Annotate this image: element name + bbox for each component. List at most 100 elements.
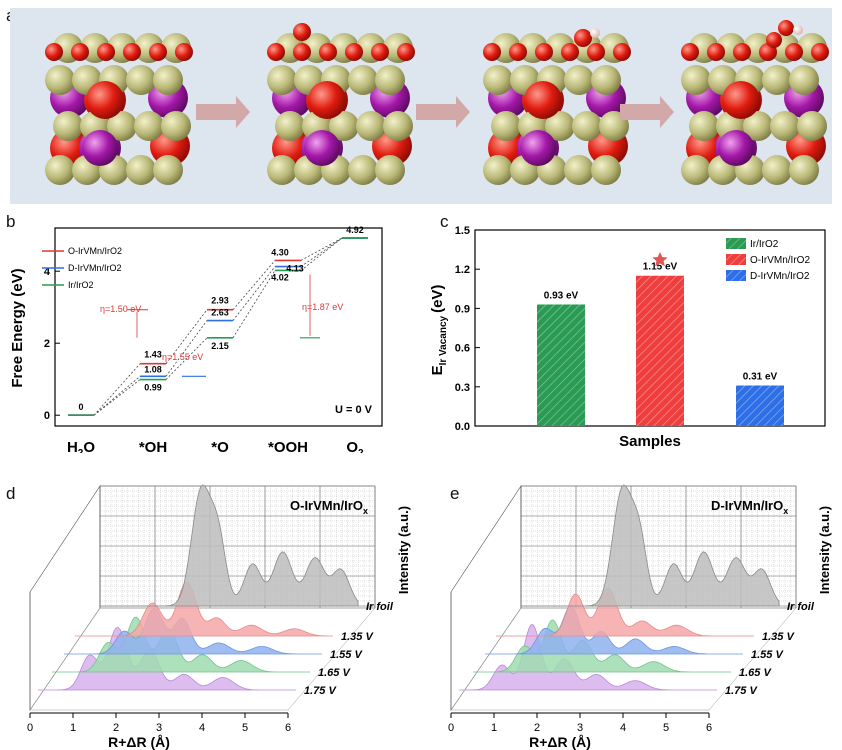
energy-value-label: 2.15 — [211, 341, 229, 351]
spectrum-area — [458, 624, 717, 691]
spectrum-area — [52, 616, 310, 673]
connector-line — [232, 270, 276, 339]
arrow-2 — [416, 96, 470, 128]
legend-swatch — [726, 238, 746, 249]
x-tick-label: 4 — [620, 722, 626, 734]
spectrum-area — [75, 581, 333, 637]
bar-value-label: 1.15 eV — [643, 262, 678, 273]
energy-value-label: 0 — [78, 402, 83, 412]
series-label: 1.75 V — [304, 685, 337, 697]
x-axis-label-c: Samples — [619, 433, 681, 450]
x-tick-label: 2 — [113, 722, 119, 734]
energy-value-label: 1.08 — [144, 364, 162, 374]
series-label: 1.65 V — [739, 667, 772, 679]
energy-value-label: 4.02 — [271, 272, 289, 282]
series-label: 1.75 V — [725, 685, 758, 697]
x-tick-label: 2 — [534, 722, 540, 734]
connector-line — [165, 320, 208, 377]
vacancy-bar — [636, 275, 684, 426]
y-tick-label: 1.2 — [455, 264, 470, 276]
plot-frame — [54, 227, 383, 427]
slab-model-2 — [267, 23, 415, 185]
series-label: Ir foil — [366, 601, 394, 613]
structure-illustration — [45, 20, 829, 185]
vacancy-energy-chart: EIr Vacancy(eV) Samples 0.0 0.3 0.6 0.9 1.2 1… — [429, 225, 826, 450]
spectra-group — [38, 484, 359, 691]
spectrum-area — [485, 605, 743, 655]
x-tick-label: 1 — [491, 722, 497, 734]
y-axis-label-c: EIr Vacancy(eV) — [429, 285, 449, 376]
y-axis-label: Intensity (a.u.) — [817, 506, 832, 594]
x-tick-label: 4 — [199, 722, 205, 734]
vacancy-bar — [537, 304, 585, 426]
x-tick-label: 0 — [27, 722, 33, 734]
x-category-label: O2 — [346, 439, 364, 453]
series-label: 1.65 V — [318, 667, 351, 679]
series-label: 1.55 V — [330, 649, 363, 661]
spectra-group — [458, 484, 780, 691]
energy-value-label: 2.63 — [211, 308, 229, 318]
y-axis-label: Intensity (a.u.) — [396, 506, 411, 594]
x-tick-label: 1 — [70, 722, 76, 734]
spectrum-area — [473, 619, 731, 673]
series-label: Ir foil — [787, 601, 815, 613]
bar-value-label: 0.93 eV — [544, 290, 579, 301]
connector-line — [165, 337, 208, 380]
panel-e-label: e — [450, 484, 460, 503]
waterfall-chart-e: 1.75 V 1.65 V 1.55 V 1.35 V Ir foil 0 1 2 3 4 5 6 R+… — [448, 484, 832, 750]
slab-model-1 — [45, 33, 193, 185]
legend-swatch — [726, 270, 746, 281]
energy-value-label: 4.13 — [286, 264, 304, 274]
spectrum-area — [496, 587, 754, 637]
x-category-label: *OOH — [268, 439, 308, 453]
arrow-3 — [620, 96, 674, 128]
energy-value-label: 1.43 — [144, 350, 162, 360]
overpotential-label: η=1.87 eV — [302, 302, 343, 312]
y-tick-label: 0.3 — [455, 382, 470, 394]
x-tick-label: 6 — [285, 722, 291, 734]
y-tick-label: 0.6 — [455, 343, 470, 355]
legend-label: D-IrVMn/IrO2 — [750, 271, 810, 282]
legend-swatch — [726, 254, 746, 265]
y-tick-label: 0.0 — [455, 421, 470, 433]
waterfall-chart-d: 1.75 V 1.65 V 1.55 V 1.35 V Ir foil 0 1 2 3 4 5 6 R+… — [27, 484, 411, 750]
connector-line — [93, 363, 141, 416]
y-axis-label: Free Energy (eV) — [9, 268, 26, 387]
series-label: 1.35 V — [762, 631, 795, 643]
chart-title: D-IrVMn/IrOx — [711, 498, 788, 516]
x-tick-label: 6 — [706, 722, 712, 734]
energy-value-label: 4.30 — [271, 247, 289, 257]
x-category-label: H2O — [67, 439, 95, 453]
series-label: 1.55 V — [751, 649, 784, 661]
x-tick-label: 3 — [156, 722, 162, 734]
chart-title: O-IrVMn/IrOx — [290, 498, 368, 516]
x-tick-label: 5 — [242, 722, 248, 734]
y-tick-label: 1.5 — [455, 225, 470, 237]
x-tick-label: 5 — [663, 722, 669, 734]
connector-line — [232, 260, 276, 310]
x-category-label: *OH — [139, 439, 167, 453]
free-energy-chart: Free Energy (eV) 0 2 4 H2O *OH *O *OOH O2 0 1.4… — [9, 225, 383, 453]
potential-note: U = 0 V — [335, 404, 373, 416]
x-tick-label: 3 — [577, 722, 583, 734]
energy-value-label: 0.99 — [144, 383, 162, 393]
x-axis-label: R+ΔR (Å) — [108, 734, 170, 750]
y-tick-label: 4 — [44, 266, 51, 278]
slab-model-4 — [681, 20, 829, 185]
connector-line — [232, 266, 276, 321]
x-category-label: *O — [211, 439, 229, 453]
legend-label: D-IrVMn/IrO2 — [68, 263, 122, 273]
connector-line — [300, 237, 343, 267]
spectrum-area — [521, 484, 780, 607]
vacancy-bar — [736, 385, 784, 426]
slab-model-3 — [483, 28, 631, 185]
x-axis: 0 1 2 3 4 5 6 — [448, 712, 712, 734]
energy-value-label: 4.92 — [346, 225, 364, 235]
spectrum-area — [100, 484, 359, 607]
connector-line — [300, 237, 343, 271]
legend-label: Ir/IrO2 — [750, 239, 779, 250]
connector-line — [93, 379, 141, 416]
x-tick-label: 0 — [448, 722, 454, 734]
panel-b-label: b — [6, 212, 16, 231]
arrow-1 — [196, 96, 250, 128]
